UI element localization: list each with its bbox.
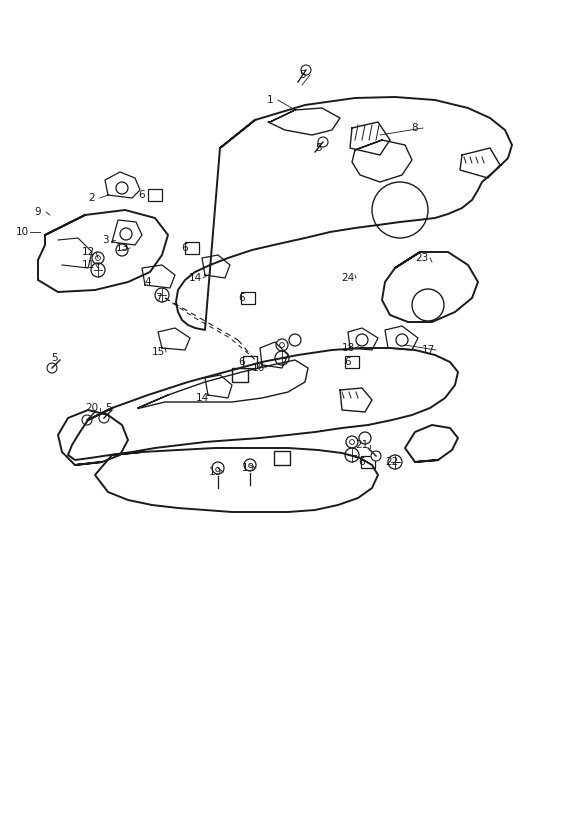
Bar	[185, 242, 199, 254]
Text: 5: 5	[298, 70, 305, 80]
Bar	[148, 189, 162, 201]
Text: 15: 15	[152, 347, 164, 357]
Circle shape	[82, 415, 92, 425]
Text: 5: 5	[52, 353, 58, 363]
Circle shape	[275, 351, 289, 365]
Bar	[232, 368, 248, 382]
Circle shape	[318, 137, 328, 147]
Text: 23: 23	[415, 253, 429, 263]
Text: 18: 18	[342, 343, 354, 353]
Circle shape	[345, 448, 359, 462]
Bar	[274, 451, 290, 465]
Bar	[241, 292, 255, 304]
Circle shape	[91, 263, 105, 277]
Text: 4: 4	[145, 277, 152, 287]
Text: 6: 6	[182, 243, 188, 253]
Circle shape	[371, 451, 381, 461]
Text: 19: 19	[241, 463, 255, 473]
Text: 14: 14	[188, 273, 202, 283]
Text: 14: 14	[195, 393, 209, 403]
Text: 1: 1	[266, 95, 273, 105]
Text: 22: 22	[385, 457, 399, 467]
Text: 24: 24	[342, 273, 354, 283]
Circle shape	[301, 65, 311, 75]
Circle shape	[155, 288, 169, 302]
Text: 6: 6	[139, 190, 145, 200]
Text: 12: 12	[82, 247, 94, 257]
Text: 6: 6	[345, 357, 352, 367]
Text: 6: 6	[238, 357, 245, 367]
Text: 5: 5	[105, 403, 111, 413]
Text: 8: 8	[412, 123, 419, 133]
Text: 16: 16	[251, 363, 265, 373]
Bar	[243, 356, 257, 368]
Text: 3: 3	[101, 235, 108, 245]
Text: 20: 20	[86, 403, 99, 413]
Circle shape	[388, 455, 402, 469]
Text: 10: 10	[15, 227, 29, 237]
Text: 21: 21	[356, 440, 368, 450]
Bar	[361, 456, 375, 468]
Text: 6: 6	[359, 457, 366, 467]
Bar	[345, 356, 359, 368]
Text: 13: 13	[115, 243, 129, 253]
Text: 5: 5	[315, 143, 321, 153]
Text: 6: 6	[238, 293, 245, 303]
Text: 11: 11	[82, 260, 94, 270]
Circle shape	[99, 413, 109, 423]
Text: 9: 9	[34, 207, 41, 217]
Text: 7: 7	[154, 293, 161, 303]
Text: 17: 17	[422, 345, 434, 355]
Text: 2: 2	[89, 193, 95, 203]
Text: 19: 19	[208, 467, 222, 477]
Circle shape	[47, 363, 57, 373]
